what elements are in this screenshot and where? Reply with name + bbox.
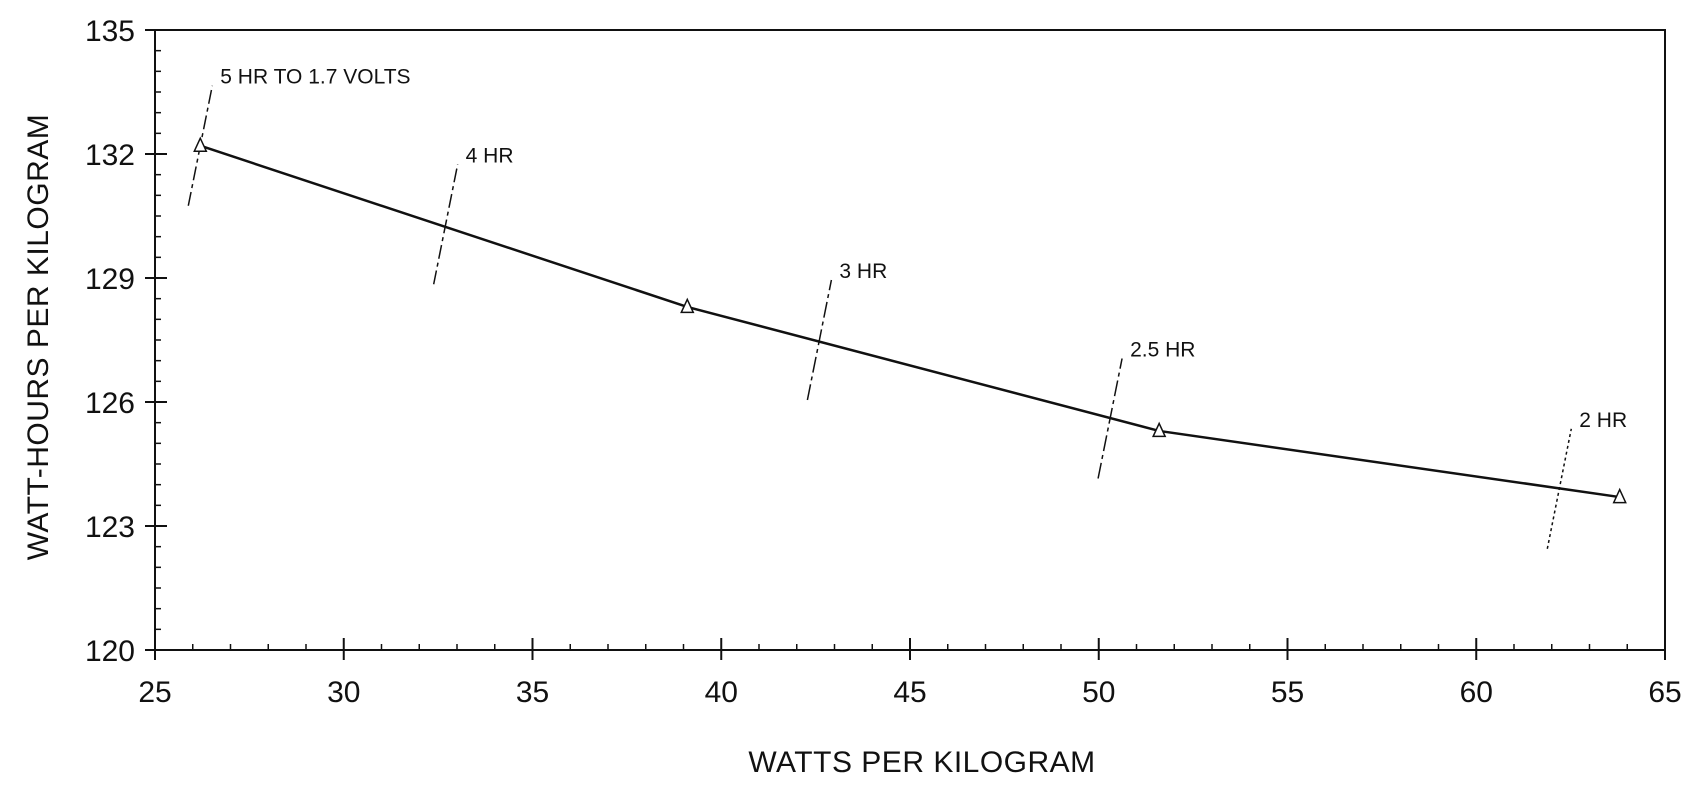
x-tick-label: 65 xyxy=(1648,676,1681,709)
y-tick-labels: 120 123 126 129 132 135 xyxy=(85,15,135,668)
x-tick-label: 25 xyxy=(138,676,171,709)
x-tick-label: 50 xyxy=(1082,676,1115,709)
annotations: 5 HR TO 1.7 VOLTS 4 HR 3 HR 2.5 HR 2 HR xyxy=(187,66,1627,549)
x-tick-labels: 25 30 35 40 45 50 55 60 65 xyxy=(138,676,1681,709)
series-line xyxy=(199,144,1620,499)
plot-border xyxy=(154,29,1666,651)
x-tick-label: 55 xyxy=(1271,676,1304,709)
y-tick-label: 129 xyxy=(85,263,135,296)
y-tick-label: 126 xyxy=(85,387,135,420)
y-tick-label: 135 xyxy=(85,15,135,48)
y-axis-title: WATT-HOURS PER KILOGRAM xyxy=(22,114,55,561)
x-tick-label: 40 xyxy=(705,676,738,709)
plot-frame xyxy=(154,29,1666,651)
data-point-marker xyxy=(1612,487,1627,504)
x-tick-label: 30 xyxy=(327,676,360,709)
minor-ticks xyxy=(154,29,1666,651)
x-tick-label: 60 xyxy=(1460,676,1493,709)
data-point-marker xyxy=(193,136,208,152)
major-ticks xyxy=(145,29,1666,660)
series xyxy=(193,136,1627,504)
data-point-marker xyxy=(1151,421,1167,438)
annotation-leader xyxy=(806,279,833,401)
annotation-label: 2 HR xyxy=(1579,409,1627,432)
annotation-label: 4 HR xyxy=(466,144,514,167)
x-tick-label: 35 xyxy=(516,676,549,709)
x-tick-label: 45 xyxy=(893,676,926,709)
y-tick-label: 123 xyxy=(85,511,135,544)
annotation-label: 2.5 HR xyxy=(1130,339,1195,362)
data-point-marker xyxy=(680,297,695,314)
x-axis-title: WATTS PER KILOGRAM xyxy=(748,746,1095,779)
y-tick-label: 120 xyxy=(85,635,135,668)
annotation-label: 3 HR xyxy=(839,260,887,283)
annotation-label: 5 HR TO 1.7 VOLTS xyxy=(220,66,410,89)
annotation-leader xyxy=(432,164,459,285)
y-tick-label: 132 xyxy=(85,139,135,172)
